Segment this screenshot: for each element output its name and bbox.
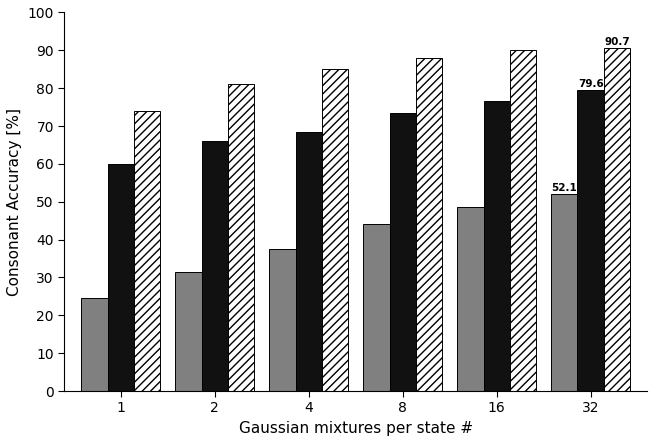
Bar — [483, 101, 510, 391]
Bar — [175, 272, 201, 391]
Bar — [390, 113, 416, 391]
Bar — [577, 89, 604, 391]
Bar — [604, 48, 630, 391]
Bar — [510, 51, 536, 391]
Bar — [416, 58, 442, 391]
Text: 79.6: 79.6 — [577, 78, 604, 89]
X-axis label: Gaussian mixtures per state #: Gaussian mixtures per state # — [239, 421, 473, 436]
Bar — [269, 249, 296, 391]
Bar — [201, 141, 228, 391]
Text: 52.1: 52.1 — [551, 183, 577, 193]
Bar — [134, 111, 160, 391]
Bar — [296, 132, 322, 391]
Bar — [457, 207, 483, 391]
Bar — [81, 298, 107, 391]
Bar — [363, 225, 390, 391]
Y-axis label: Consonant Accuracy [%]: Consonant Accuracy [%] — [7, 108, 22, 296]
Bar — [107, 164, 134, 391]
Bar — [322, 69, 348, 391]
Text: 90.7: 90.7 — [604, 36, 630, 47]
Bar — [551, 194, 577, 391]
Bar — [228, 84, 254, 391]
